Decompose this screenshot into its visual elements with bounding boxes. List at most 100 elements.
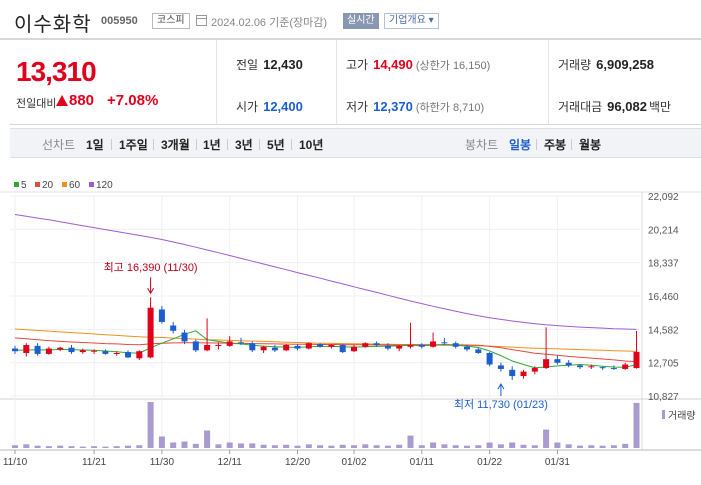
tab-3year[interactable]: 3년	[235, 138, 253, 152]
tab-separator	[571, 139, 572, 150]
y-tick-label: 14,582	[648, 325, 679, 336]
volume-bar	[384, 445, 391, 448]
candle-body	[622, 364, 629, 369]
volume-legend-label: 거래량	[668, 410, 696, 422]
tab-1day[interactable]: 1일	[86, 138, 104, 152]
legend-label-120: 120	[96, 180, 113, 191]
candle-body	[599, 367, 606, 369]
volume-bar	[339, 444, 346, 448]
volume-bar	[79, 446, 86, 448]
candle-chart-label: 봉차트	[465, 138, 499, 152]
candle-body	[113, 352, 120, 354]
volume-bar	[633, 402, 640, 448]
y-tick-label: 10,827	[648, 392, 679, 403]
candle-body	[23, 344, 30, 353]
candle-body	[204, 344, 211, 351]
candle-body	[192, 341, 199, 351]
candle-body	[328, 344, 335, 347]
volume-bar	[57, 445, 64, 448]
tab-3month[interactable]: 3개월	[161, 138, 190, 152]
volume-bar	[486, 442, 493, 448]
volume-bar	[181, 441, 188, 448]
candle-body	[610, 368, 617, 370]
tab-separator	[227, 139, 228, 150]
volume-bar	[430, 442, 437, 448]
candle-body	[283, 344, 290, 351]
legend-label-5: 5	[21, 180, 27, 191]
volume-bar	[102, 446, 109, 448]
y-tick-label: 18,337	[648, 259, 679, 270]
volume-bar	[125, 445, 131, 448]
moving-average-ma5	[14, 330, 637, 369]
stock-header: 이수화학 005950 코스피 2024.02.06 기준(장마감) 실시간 기…	[0, 0, 701, 40]
candle-body	[577, 365, 583, 368]
diff-value: 880	[69, 92, 95, 109]
divider	[336, 40, 337, 125]
candle-body	[271, 347, 278, 351]
volume-bar	[238, 443, 244, 448]
tab-monthly[interactable]: 월봉	[579, 138, 602, 152]
candle-body	[136, 351, 143, 359]
volume-bar	[396, 444, 403, 448]
tab-daily[interactable]: 일봉	[509, 138, 532, 152]
candle-body	[452, 343, 459, 347]
candle-body	[294, 345, 301, 349]
realtime-button[interactable]: 실시간	[343, 13, 379, 29]
volume-bar	[577, 445, 583, 448]
tab-weekly[interactable]: 주봉	[544, 138, 567, 152]
current-price: 13,310	[16, 56, 97, 87]
volume-bar	[158, 436, 165, 448]
low-stat: 저가 12,370 (하한가 8,710)	[346, 99, 485, 114]
volume-legend-swatch	[662, 410, 665, 419]
x-tick-label: 01/22	[477, 457, 502, 468]
candle-body	[34, 345, 41, 354]
diff-label: 전일대비	[16, 98, 57, 110]
volume-bar	[147, 402, 154, 448]
candle-body	[430, 341, 437, 347]
company-overview-button[interactable]: 기업개요 ▾	[384, 13, 439, 29]
volume-bar	[113, 446, 120, 448]
y-tick-label: 20,214	[648, 225, 679, 236]
candle-body	[565, 362, 572, 366]
volume-bar	[464, 445, 470, 448]
divider	[216, 40, 217, 125]
candle-body	[475, 349, 482, 353]
stock-chart[interactable]: 22,092 20,214 18,337 16,460 14,582 12,705 10,8…	[0, 170, 701, 485]
candle-body	[373, 343, 380, 345]
volume-bar	[373, 445, 380, 448]
candle-body	[418, 344, 425, 347]
stock-name[interactable]: 이수화학	[14, 12, 92, 36]
volume-bar	[543, 429, 550, 448]
candle-body	[158, 309, 165, 322]
x-tick-label: 12/20	[285, 457, 310, 468]
max-arrow-icon	[147, 287, 155, 295]
moving-average-ma120	[14, 214, 637, 330]
tab-5year[interactable]: 5년	[267, 138, 285, 152]
volume-bar	[520, 444, 527, 448]
legend-swatch-20	[35, 182, 40, 187]
divider	[548, 40, 549, 125]
price-summary: 13,310 전일대비 880 +7.08% 전일 12,430 시가 12,400…	[10, 40, 701, 125]
tab-1week[interactable]: 1주일	[119, 138, 148, 152]
candlestick-chart-svg[interactable]: 22,092 20,214 18,337 16,460 14,582 12,705 10,8…	[0, 170, 701, 485]
volume-bar	[204, 430, 211, 448]
volume-bar	[351, 445, 357, 448]
volume-bar	[136, 445, 143, 448]
tab-1year[interactable]: 1년	[203, 138, 221, 152]
volume-bar	[599, 445, 606, 448]
candle-body	[351, 346, 357, 352]
amount-stat: 거래대금 96,082 백만	[558, 99, 672, 114]
volume-bar	[249, 443, 256, 448]
x-tick-label: 11/21	[82, 457, 107, 468]
x-tick-label: 12/11	[218, 457, 243, 468]
tab-separator	[291, 139, 292, 150]
market-badge: 코스피	[152, 13, 190, 29]
tab-10year[interactable]: 10년	[299, 138, 324, 152]
x-tick-label: 11/30	[150, 457, 175, 468]
volume-bar	[497, 444, 504, 448]
volume-bar	[407, 435, 414, 448]
diff-percent: +7.08%	[107, 92, 159, 109]
volume-bar	[475, 445, 482, 448]
open-stat: 시가 12,400	[236, 99, 303, 114]
candle-body	[125, 352, 131, 358]
